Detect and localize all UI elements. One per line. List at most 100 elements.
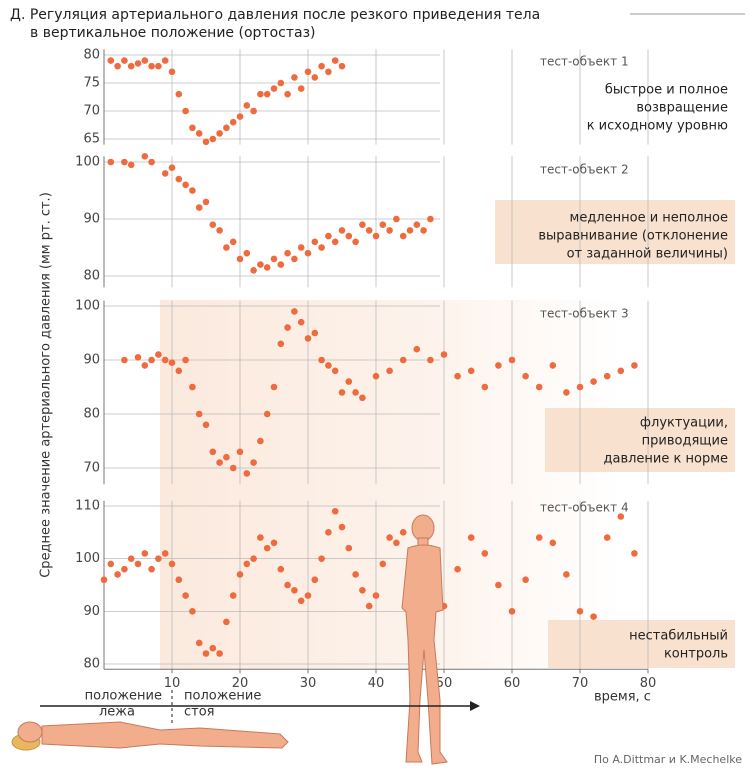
annotation-box (495, 200, 735, 264)
data-point (107, 560, 115, 568)
data-point (535, 383, 543, 391)
data-point (372, 372, 380, 380)
data-point (155, 351, 162, 358)
data-point (216, 227, 223, 234)
data-point (155, 62, 162, 70)
data-point (270, 255, 278, 263)
data-point (223, 618, 230, 626)
data-point (325, 68, 332, 76)
data-point (563, 389, 570, 396)
data-point (549, 539, 557, 547)
data-point (202, 138, 210, 146)
data-point (406, 227, 414, 234)
data-point (631, 550, 638, 557)
data-point (229, 592, 237, 599)
y-tick-label: 65 (83, 132, 100, 147)
data-point (161, 550, 169, 557)
data-point (134, 354, 142, 361)
panel-title: тест-объект 4 (540, 501, 629, 515)
data-point (291, 255, 298, 263)
data-point (372, 232, 380, 240)
data-point (202, 650, 210, 657)
data-point (297, 244, 305, 251)
annotation-box (548, 620, 735, 668)
data-point (182, 181, 189, 189)
annotation: возвращение (636, 101, 728, 116)
data-point (175, 367, 183, 375)
data-point (318, 555, 325, 562)
data-point (270, 85, 278, 92)
data-point (372, 592, 380, 599)
data-point (141, 362, 149, 369)
data-point (182, 356, 189, 364)
data-point (318, 356, 325, 364)
data-point (427, 215, 434, 223)
data-point (270, 539, 278, 547)
data-point (522, 372, 529, 380)
annotation: флуктуации, (640, 416, 728, 431)
data-point (325, 529, 332, 536)
data-point (284, 249, 291, 257)
y-tick-label: 90 (83, 604, 100, 619)
data-point (359, 586, 366, 594)
data-point (549, 362, 557, 369)
x-axis-label: время, с (594, 690, 651, 705)
data-point (257, 90, 264, 98)
standing-figure (401, 514, 448, 765)
data-point (270, 383, 278, 391)
data-point (236, 113, 244, 120)
data-point (352, 571, 359, 578)
data-point (189, 383, 196, 391)
data-point (189, 187, 196, 194)
data-point (617, 367, 625, 375)
data-point (175, 90, 183, 98)
data-point (413, 221, 421, 228)
y-tick-label: 100 (75, 299, 100, 314)
data-point (189, 608, 196, 615)
data-point (379, 221, 387, 228)
data-point (338, 523, 346, 531)
data-point (277, 340, 285, 348)
data-point (202, 198, 210, 206)
data-point (141, 153, 149, 160)
data-point (325, 362, 332, 369)
data-point (338, 227, 346, 234)
data-point (297, 318, 305, 326)
data-point (454, 565, 461, 573)
data-point (345, 232, 353, 240)
x-tick-label: 20 (232, 676, 249, 691)
x-tick-label: 30 (300, 676, 317, 691)
data-point (440, 351, 448, 358)
y-tick-label: 70 (83, 104, 100, 119)
data-point (311, 238, 319, 246)
data-point (223, 453, 230, 461)
data-point (535, 534, 543, 541)
data-point (467, 534, 475, 541)
data-point (277, 565, 285, 573)
annotation: нестабильный (629, 629, 728, 644)
data-point (263, 410, 271, 418)
data-point (209, 448, 217, 456)
data-point (216, 130, 223, 137)
data-point (365, 602, 373, 610)
x-tick-label: 80 (640, 676, 657, 691)
data-point (325, 232, 332, 240)
data-point (277, 261, 285, 268)
data-point (386, 227, 393, 234)
title-line: Д. Регуляция артериального давления посл… (10, 7, 540, 23)
data-point (236, 448, 244, 456)
data-point (311, 576, 319, 584)
panel-shade (160, 300, 620, 670)
data-point (168, 560, 176, 568)
data-point (508, 608, 516, 615)
data-point (297, 85, 305, 92)
data-point (454, 372, 461, 380)
annotation: медленное и неполное (570, 211, 728, 226)
data-point (175, 576, 183, 584)
credit: По A.Dittmar и K.Mechelke (594, 753, 742, 766)
data-point (168, 68, 176, 76)
data-point (250, 267, 257, 274)
data-point (352, 238, 359, 246)
panel-title: тест-объект 1 (540, 55, 629, 69)
